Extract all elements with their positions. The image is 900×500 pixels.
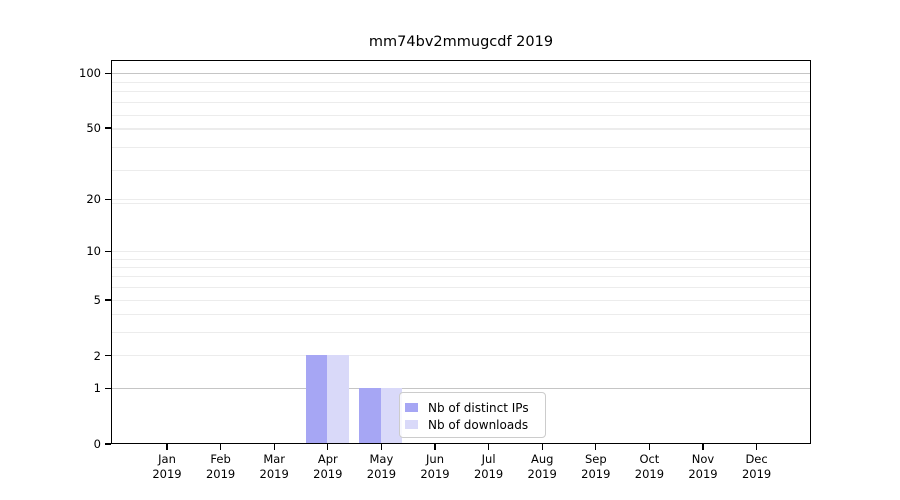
- bar-apr-distinct-ips: [305, 355, 328, 443]
- x-tick-label: Mar 2019: [259, 452, 289, 481]
- x-tick: [541, 444, 543, 450]
- gridline-minor: [112, 332, 810, 334]
- legend-label-downloads: Nb of downloads: [428, 417, 529, 432]
- chart-title: mm74bv2mmugcdf 2019: [368, 34, 554, 50]
- y-tick-label: 20: [86, 192, 101, 207]
- plot-area: [111, 60, 811, 444]
- gridline-minor: [112, 314, 810, 316]
- x-tick-label: Sep 2019: [581, 452, 611, 481]
- x-tick: [380, 444, 382, 450]
- y-tick-label: 50: [86, 121, 101, 136]
- x-tick: [488, 444, 490, 450]
- x-tick: [756, 444, 758, 450]
- gridline-minor: [112, 266, 810, 268]
- y-tick-label: 2: [93, 348, 101, 363]
- x-tick-label: Jul 2019: [473, 452, 504, 481]
- legend-swatch-downloads-icon: [405, 420, 418, 429]
- gridline-minor: [112, 276, 810, 278]
- gridline-minor: [112, 299, 810, 301]
- legend: Nb of distinct IPs Nb of downloads: [399, 392, 546, 438]
- gridline-minor: [112, 250, 810, 252]
- y-tick-label: 1: [93, 381, 101, 396]
- x-tick-label: Oct 2019: [634, 452, 665, 481]
- plot-inner: [112, 61, 810, 443]
- x-tick-label: Jan 2019: [152, 452, 182, 481]
- x-tick-label: Jun 2019: [420, 452, 450, 481]
- y-tick: [105, 443, 111, 445]
- bar-may-distinct-ips: [359, 387, 381, 443]
- x-tick: [434, 444, 436, 450]
- gridline-minor: [112, 355, 810, 357]
- gridline-minor: [112, 147, 810, 149]
- gridline-minor: [112, 258, 810, 260]
- gridline-minor: [112, 198, 810, 200]
- y-tick: [105, 127, 111, 129]
- gridline-minor: [112, 91, 810, 93]
- legend-label-distinct-ips: Nb of distinct IPs: [428, 400, 529, 415]
- y-tick: [105, 72, 111, 74]
- gridline-major: [112, 387, 810, 389]
- y-tick: [105, 250, 111, 252]
- bar-may-downloads: [380, 387, 403, 443]
- gridline-minor: [112, 81, 810, 83]
- gridline-minor: [112, 202, 810, 204]
- y-tick-label: 100: [79, 66, 101, 81]
- legend-row-distinct-ips: Nb of distinct IPs: [405, 399, 539, 416]
- x-tick: [166, 444, 168, 450]
- y-tick: [105, 387, 111, 389]
- x-tick: [648, 444, 650, 450]
- gridline-minor: [112, 129, 810, 131]
- y-tick: [105, 355, 111, 357]
- y-tick: [105, 198, 111, 200]
- x-tick: [702, 444, 704, 450]
- y-tick-label: 10: [86, 244, 101, 259]
- legend-row-downloads: Nb of downloads: [405, 416, 539, 433]
- gridline-minor: [112, 287, 810, 289]
- x-tick-label: Dec 2019: [741, 452, 772, 481]
- gridline-minor: [112, 127, 810, 129]
- bar-apr-downloads: [327, 355, 349, 443]
- gridline-minor: [112, 170, 810, 172]
- gridline-major: [112, 72, 810, 74]
- y-tick-label: 0: [93, 437, 101, 451]
- x-tick-label: Apr 2019: [313, 452, 343, 481]
- x-tick-label: Aug 2019: [527, 452, 557, 481]
- x-tick: [220, 444, 222, 450]
- x-tick-label: Feb 2019: [205, 452, 236, 481]
- x-tick: [595, 444, 597, 450]
- x-tick: [273, 444, 275, 450]
- x-tick-label: May 2019: [366, 452, 397, 481]
- gridline-minor: [112, 102, 810, 104]
- y-tick: [105, 299, 111, 301]
- x-tick-label: Nov 2019: [688, 452, 718, 481]
- x-tick: [327, 444, 329, 450]
- legend-swatch-distinct-ips-icon: [405, 403, 418, 412]
- y-tick-label: 5: [93, 293, 101, 308]
- gridline-minor: [112, 114, 810, 116]
